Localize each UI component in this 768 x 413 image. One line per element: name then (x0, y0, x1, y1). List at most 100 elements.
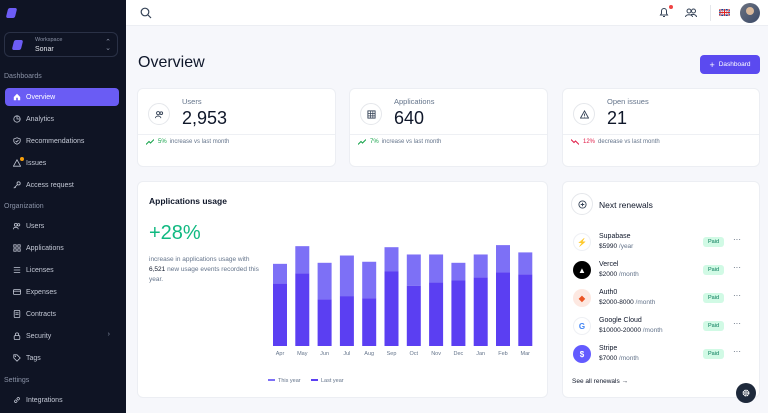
bar-jul-this-year (339, 255, 354, 297)
sidebar-item-label: Security (26, 332, 52, 340)
divider (138, 134, 335, 135)
stat-change: 7% increase vs last month (358, 139, 441, 145)
sidebar-item-overview[interactable]: Overview (5, 88, 119, 106)
sidebar-item-analytics[interactable]: Analytics (5, 110, 119, 128)
stat-card-users: Users 2,953 5% increase vs last month (137, 88, 336, 167)
add-dashboard-label: Dashboard (718, 61, 751, 68)
home-icon (12, 93, 21, 102)
see-all-renewals-link[interactable]: See all renewals → (572, 378, 628, 385)
x-tick-label: Sep (387, 351, 397, 357)
bell-icon[interactable] (658, 6, 670, 18)
renewal-name: Vercel (599, 261, 619, 268)
renewal-period: /month (618, 271, 639, 278)
sidebar-item-licenses[interactable]: Licenses (5, 261, 119, 279)
renewal-price: $2000-8000 /month (599, 299, 655, 306)
x-tick-label: May (297, 351, 308, 357)
stat-card-applications: Applications 640 7% increase vs last mon… (349, 88, 548, 167)
bar-jul-last-year (339, 296, 354, 346)
renewal-row[interactable]: $ Stripe $7000 /month Paid ··· (571, 344, 747, 364)
stat-value: 21 (607, 108, 628, 128)
key-icon (12, 181, 21, 190)
usage-title: Applications usage (149, 196, 227, 206)
x-tick-label: Apr (276, 351, 285, 357)
renewal-amount: $2000 (599, 271, 618, 278)
sidebar-item-contracts[interactable]: Contracts (5, 305, 119, 323)
see-all-label: See all renewals (572, 378, 620, 385)
bar-sep-this-year (384, 247, 399, 272)
document-icon (12, 310, 21, 319)
sidebar-item-label: Overview (26, 93, 56, 101)
auth0-logo-icon: ◆ (573, 289, 591, 307)
sidebar-item-expenses[interactable]: Expenses (5, 283, 119, 301)
x-tick-label: Oct (410, 351, 419, 357)
analytics-icon (12, 115, 21, 124)
page-title: Overview (138, 54, 205, 71)
renewal-name: Auth0 (599, 289, 618, 296)
renewal-period: /month (642, 327, 663, 334)
sidebar-item-label: Applications (26, 244, 64, 252)
card-icon (12, 288, 21, 297)
more-options-button[interactable]: ··· (733, 235, 741, 244)
search-icon[interactable] (140, 7, 152, 19)
sidebar-item-users[interactable]: Users (5, 217, 119, 235)
tag-icon (12, 354, 21, 363)
avatar[interactable] (740, 3, 760, 23)
app-logo[interactable] (5, 8, 18, 18)
more-options-button[interactable]: ··· (733, 263, 741, 272)
x-tick-label: Jul (343, 351, 350, 357)
sidebar-item-tags[interactable]: Tags (5, 349, 119, 367)
usage-desc-suffix: new usage events recorded this year. (149, 266, 259, 283)
team-icon[interactable] (684, 7, 698, 19)
sidebar-item-issues[interactable]: Issues (5, 154, 119, 172)
stat-value: 640 (394, 108, 425, 128)
stat-change-text: increase vs last month (381, 139, 442, 145)
renewal-row[interactable]: ◆ Auth0 $2000-8000 /month Paid ··· (571, 288, 747, 308)
sidebar-item-security[interactable]: Security › (5, 327, 119, 345)
renewal-name: Supabase (599, 233, 631, 240)
settings-fab[interactable] (736, 383, 756, 403)
sidebar-item-label: Contracts (26, 310, 56, 318)
bar-dec-last-year (451, 280, 466, 346)
more-options-button[interactable]: ··· (733, 319, 741, 328)
renewal-row[interactable]: ▲ Vercel $2000 /month Paid ··· (571, 260, 747, 280)
stat-change: 12% decrease vs last month (571, 139, 660, 145)
sidebar-item-access-request[interactable]: Access request (5, 176, 119, 194)
sidebar-item-label: Tags (26, 354, 41, 362)
gear-icon (742, 389, 750, 397)
chevron-right-icon: › (107, 331, 110, 338)
status-badge: Paid (703, 265, 725, 275)
renewal-row[interactable]: ⚡ Supabase $5990 /year Paid ··· (571, 232, 747, 252)
bar-sep-last-year (384, 271, 399, 346)
renewal-row[interactable]: G Google Cloud $10000-20000 /month Paid ··· (571, 316, 747, 336)
trend-up-icon (358, 139, 366, 145)
renewal-name: Stripe (599, 345, 618, 352)
stat-label: Applications (394, 97, 435, 106)
bar-jan-last-year (473, 277, 488, 346)
more-options-button[interactable]: ··· (733, 291, 741, 300)
stat-change-text: decrease vs last month (598, 139, 660, 145)
sidebar-item-label: Users (26, 222, 45, 230)
sidebar-item-applications[interactable]: Applications (5, 239, 119, 257)
uk-flag-icon[interactable] (719, 9, 730, 16)
bar-feb-this-year (496, 245, 510, 273)
sidebar-item-recommendations[interactable]: Recommendations (5, 132, 119, 150)
bar-nov-this-year (429, 254, 444, 283)
divider (350, 134, 547, 135)
sidebar-item-label: Access request (26, 181, 74, 189)
renewals-title: Next renewals (599, 200, 653, 210)
add-dashboard-button[interactable]: + Dashboard (700, 55, 760, 74)
workspace-switcher[interactable]: Workspace Sonar ⌃ ⌄ (4, 32, 118, 57)
sidebar-item-integrations[interactable]: Integrations (5, 391, 119, 409)
chevron-up-down-icon: ⌃ ⌄ (105, 39, 111, 52)
next-renewals-card: Next renewals ⚡ Supabase $5990 /year Paid ··… (562, 181, 760, 398)
sidebar-item-label: Recommendations (26, 137, 85, 145)
stat-change-value: 12% (583, 139, 596, 145)
add-circle-icon (571, 193, 593, 215)
x-tick-label: Mar (521, 351, 531, 357)
bar-mar-this-year (518, 252, 533, 275)
x-tick-label: Nov (431, 351, 441, 357)
link-icon (12, 396, 21, 405)
more-options-button[interactable]: ··· (733, 347, 741, 356)
workspace-name: Sonar (35, 46, 54, 53)
bar-may-last-year (295, 273, 310, 346)
